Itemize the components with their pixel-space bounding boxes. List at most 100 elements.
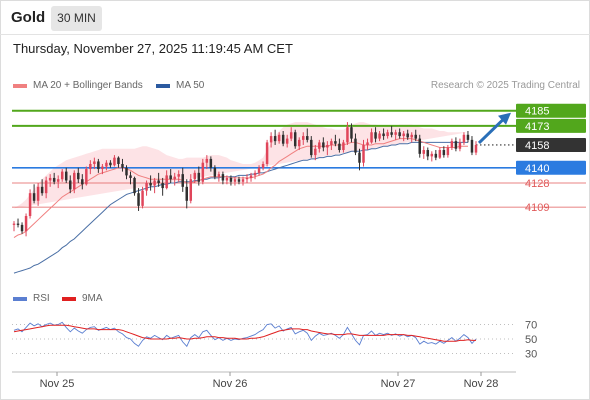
candle-body <box>12 223 16 225</box>
candle-body <box>141 190 144 206</box>
ma50-label: MA 50 <box>176 80 205 91</box>
candle-body <box>302 136 305 140</box>
candle-body <box>470 139 474 153</box>
candle-body <box>165 175 168 189</box>
candle-body <box>229 177 233 182</box>
candle-body <box>265 142 269 164</box>
candle-body <box>193 172 197 180</box>
candle-body <box>169 175 172 180</box>
x-tick-label: Nov 27 <box>381 378 416 390</box>
instrument-title: Gold <box>11 9 46 26</box>
candle-body <box>261 163 265 168</box>
candle-body <box>450 141 454 148</box>
legend-rsi-ma: 9MA <box>62 293 103 304</box>
candle-body <box>48 177 52 181</box>
candle-body <box>346 127 349 143</box>
timeframe-button[interactable]: 30 MIN <box>51 6 102 31</box>
candle-body <box>326 144 329 148</box>
rsi-ma-label: 9MA <box>82 293 103 304</box>
projection-arrow-head <box>498 112 511 125</box>
level-tag-4173 <box>516 118 586 133</box>
candle-body <box>318 142 321 149</box>
candle-body <box>157 180 160 184</box>
candle-body <box>334 141 337 144</box>
candle-body <box>81 179 84 185</box>
ma50-swatch <box>156 83 170 88</box>
level-tag-4185 <box>516 103 586 118</box>
candle-body <box>105 162 108 167</box>
candle-body <box>414 134 417 139</box>
legend-ma50: MA 50 <box>156 80 204 91</box>
candle-body <box>56 179 60 182</box>
ma50-line <box>13 141 468 274</box>
candle-body <box>386 132 389 137</box>
candle-body <box>181 174 184 187</box>
rsi-ma-line <box>13 324 476 342</box>
candle-body <box>129 175 132 178</box>
candle-body <box>434 153 438 158</box>
x-tick-label: Nov 26 <box>213 378 248 390</box>
candle-body <box>394 132 397 135</box>
rsi-tick-70: 70 <box>525 320 537 332</box>
candle-body <box>438 150 442 158</box>
candle-body <box>366 142 369 145</box>
candle-body <box>73 172 76 190</box>
candle-body <box>281 134 285 144</box>
candle-body <box>97 161 100 170</box>
candle-body <box>370 132 373 143</box>
candle-body <box>77 172 80 180</box>
candle-body <box>221 174 225 181</box>
candle-body <box>60 171 64 180</box>
candle-body <box>426 150 430 157</box>
candle-body <box>64 171 68 181</box>
candle-body <box>173 176 176 180</box>
level-label-4158: 4158 <box>525 140 549 152</box>
candle-body <box>277 134 281 142</box>
projection-arrow-shaft <box>477 116 507 145</box>
candle-body <box>382 133 385 137</box>
candle-body <box>149 183 152 186</box>
candle-body <box>458 142 462 149</box>
candle-body <box>201 162 205 182</box>
candle-body <box>462 134 466 143</box>
candle-body <box>153 180 156 186</box>
candle-body <box>109 162 112 166</box>
candle-body <box>430 153 434 157</box>
x-tick-label: Nov 25 <box>40 378 75 390</box>
candle-body <box>269 136 273 143</box>
candle-body <box>249 175 253 178</box>
rsi-tick-50: 50 <box>525 334 537 346</box>
candle-body <box>189 179 193 201</box>
candle-body <box>410 134 413 138</box>
candle-body <box>125 167 128 176</box>
candle-body <box>24 216 28 232</box>
level-label-4173: 4173 <box>525 121 549 133</box>
candle-body <box>338 143 341 151</box>
candle-body <box>213 167 217 177</box>
ma20-swatch <box>13 83 27 88</box>
candle-body <box>241 179 245 182</box>
ma20-line <box>13 138 468 239</box>
candle-body <box>306 136 309 140</box>
rsi-label: RSI <box>33 293 50 304</box>
candle-body <box>322 142 325 148</box>
candle-body <box>374 132 377 139</box>
candle-body <box>85 169 88 185</box>
candle-body <box>362 144 365 163</box>
candle-body <box>310 139 313 156</box>
candle-body <box>285 138 289 144</box>
candle-body <box>257 167 261 173</box>
candle-body <box>20 224 24 232</box>
candle-body <box>233 179 237 182</box>
candle-body <box>446 147 450 156</box>
level-label-4140: 4140 <box>525 163 549 175</box>
candle-body <box>137 193 140 206</box>
candle-body <box>466 134 470 140</box>
candle-body <box>442 150 446 156</box>
candle-body <box>121 163 124 168</box>
candle-body <box>390 132 393 135</box>
rsi-swatch <box>13 296 27 301</box>
level-label-4128: 4128 <box>525 178 549 190</box>
candle-body <box>293 132 297 147</box>
